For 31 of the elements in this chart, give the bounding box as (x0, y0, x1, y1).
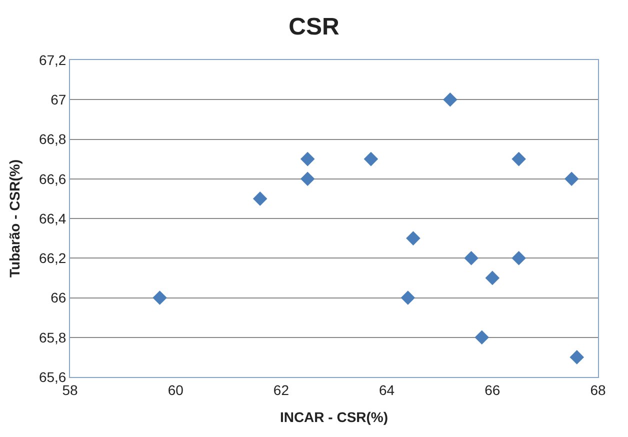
point (152, 290, 167, 305)
point (300, 152, 315, 166)
y-tick-label: 66,8 (38, 131, 66, 148)
point (252, 192, 268, 206)
y-tick-label: 65,8 (38, 329, 66, 346)
point (464, 250, 478, 266)
x-tick-label: 60 (168, 382, 184, 398)
x-tick-label: 68 (590, 382, 606, 398)
point (400, 290, 416, 305)
x-tick-label: 62 (273, 382, 290, 398)
y-tick-label: 66,4 (38, 210, 66, 226)
y-tick-label: 67 (50, 92, 66, 108)
chart-title: CSR (288, 13, 340, 40)
x-tick-label: 66 (484, 382, 500, 398)
point (364, 152, 378, 166)
point (564, 172, 579, 186)
x-axis-title: INCAR - CSR(%) (280, 409, 388, 426)
point (485, 270, 500, 286)
x-tick-label: 64 (379, 382, 395, 398)
point (512, 250, 526, 266)
y-tick-label: 66,6 (38, 170, 66, 187)
point (406, 231, 420, 246)
y-tick-label: 67,2 (38, 52, 66, 68)
point (570, 350, 584, 364)
point (512, 152, 526, 166)
point (474, 330, 489, 345)
y-tick-label: 66 (50, 290, 66, 306)
point (300, 172, 315, 186)
y-axis-title: Tubarão - CSR(%) (6, 160, 23, 278)
y-tick-label: 66,2 (38, 250, 66, 266)
point (443, 92, 458, 107)
